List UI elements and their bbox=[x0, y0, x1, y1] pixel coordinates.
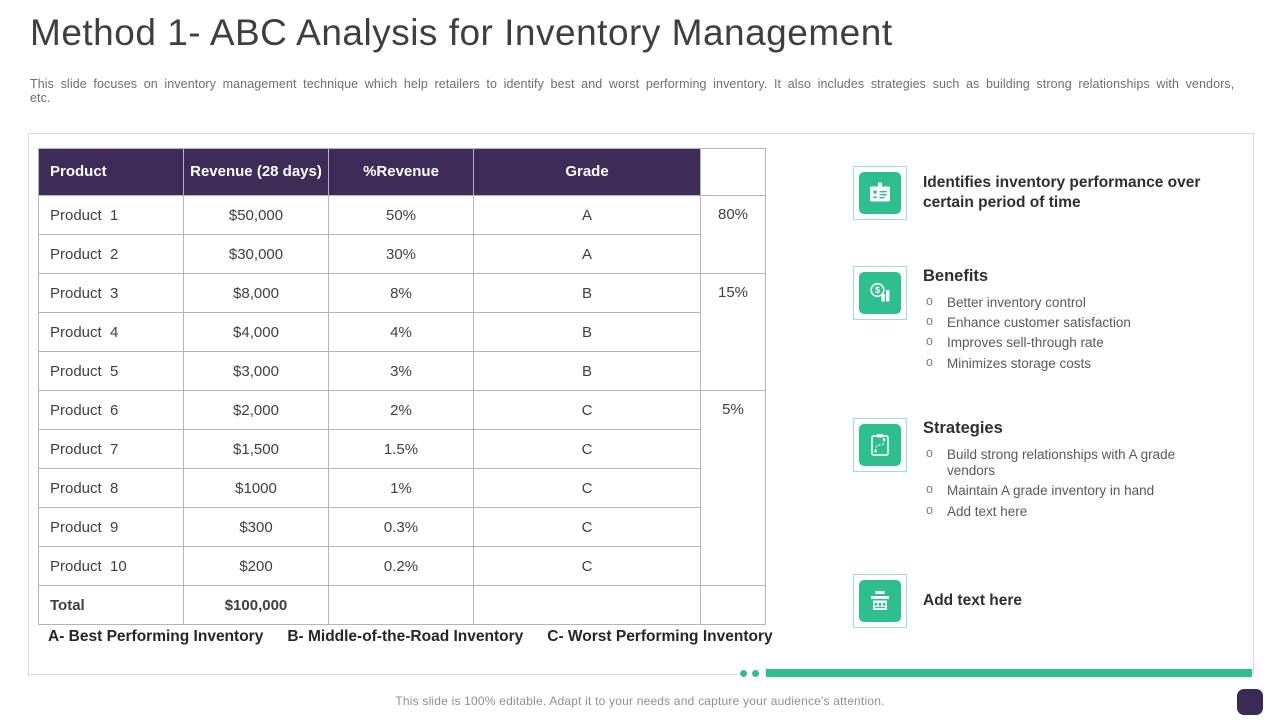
list-item: Better inventory control bbox=[923, 294, 1213, 311]
legend-grade-c: C- Worst Performing Inventory bbox=[547, 628, 773, 645]
table-row: Product 3 $8,000 8% B 15% bbox=[38, 273, 766, 391]
grade-b-share: 15% bbox=[700, 273, 766, 391]
table-row: Product 2 $30,000 30% A bbox=[38, 234, 766, 274]
table-row: Product 5 $3,000 3% B bbox=[38, 351, 766, 391]
content-frame bbox=[28, 133, 1254, 676]
page-title: Method 1- ABC Analysis for Inventory Man… bbox=[30, 12, 893, 53]
panel-strategies: Strategies Build strong relationships wi… bbox=[853, 418, 1213, 524]
panel-title: Add text here bbox=[923, 592, 1023, 610]
shop-icon bbox=[859, 580, 901, 622]
panel-add-text: Add text here bbox=[853, 574, 1213, 628]
panel-title: Strategies bbox=[923, 419, 1003, 437]
table-header-row: Product Revenue (28 days) %Revenue Grade bbox=[38, 148, 766, 196]
accent-bar bbox=[766, 669, 1252, 677]
grade-legend: A- Best Performing Inventory B- Middle-o… bbox=[48, 628, 773, 646]
table-row: Product 10 $200 0.2% C bbox=[38, 546, 766, 586]
list-item: Improves sell-through rate bbox=[923, 334, 1213, 351]
accent-dot bbox=[752, 670, 759, 677]
benefits-list: Better inventory control Enhance custome… bbox=[923, 294, 1213, 372]
list-item: Enhance customer satisfaction bbox=[923, 314, 1213, 331]
abc-analysis-table: Product Revenue (28 days) %Revenue Grade… bbox=[38, 148, 766, 625]
legend-grade-b: B- Middle-of-the-Road Inventory bbox=[287, 628, 524, 645]
panel-title: Identifies inventory performance over ce… bbox=[923, 174, 1201, 211]
list-item: Build strong relationships with A grade … bbox=[923, 446, 1213, 479]
table-row: Product 4 $4,000 4% B bbox=[38, 312, 766, 352]
table-row: Product 1 $50,000 50% A 80% bbox=[38, 195, 766, 274]
header-pct-revenue: %Revenue bbox=[328, 148, 474, 196]
grade-c-share: 5% bbox=[700, 390, 766, 586]
svg-text:$: $ bbox=[875, 285, 880, 295]
header-grade: Grade bbox=[473, 148, 701, 196]
list-item: Add text here bbox=[923, 503, 1213, 520]
strategies-list: Build strong relationships with A grade … bbox=[923, 446, 1213, 520]
legend-grade-a: A- Best Performing Inventory bbox=[48, 628, 264, 645]
id-badge-icon bbox=[859, 172, 901, 214]
table-row: Product 6 $2,000 2% C 5% bbox=[38, 390, 766, 586]
slide-footer-note: This slide is 100% editable. Adapt it to… bbox=[395, 694, 885, 708]
frame-bottom-line bbox=[28, 674, 738, 675]
table-row: Product 9 $300 0.3% C bbox=[38, 507, 766, 547]
panel-benefits: $ Benefits Better inventory control Enha… bbox=[853, 266, 1213, 376]
slide-subtitle: This slide focuses on inventory manageme… bbox=[30, 77, 1235, 105]
panel-title: Benefits bbox=[923, 267, 989, 285]
grade-a-share: 80% bbox=[700, 195, 766, 274]
money-growth-icon: $ bbox=[859, 272, 901, 314]
total-label: Total bbox=[38, 585, 184, 625]
table-total-row: Total $100,000 bbox=[38, 585, 766, 625]
accent-dot bbox=[740, 670, 747, 677]
table-row: Product 7 $1,500 1.5% C bbox=[38, 429, 766, 469]
table-row: Product 8 $1000 1% C bbox=[38, 468, 766, 508]
list-item: Maintain A grade inventory in hand bbox=[923, 482, 1213, 499]
total-revenue: $100,000 bbox=[183, 585, 329, 625]
corner-square bbox=[1237, 689, 1263, 715]
header-product: Product bbox=[38, 148, 184, 196]
panel-identifies: Identifies inventory performance over ce… bbox=[853, 166, 1213, 220]
header-share-blank bbox=[700, 148, 766, 196]
header-revenue: Revenue (28 days) bbox=[183, 148, 329, 196]
strategy-clipboard-icon bbox=[859, 424, 901, 466]
list-item: Minimizes storage costs bbox=[923, 355, 1213, 372]
